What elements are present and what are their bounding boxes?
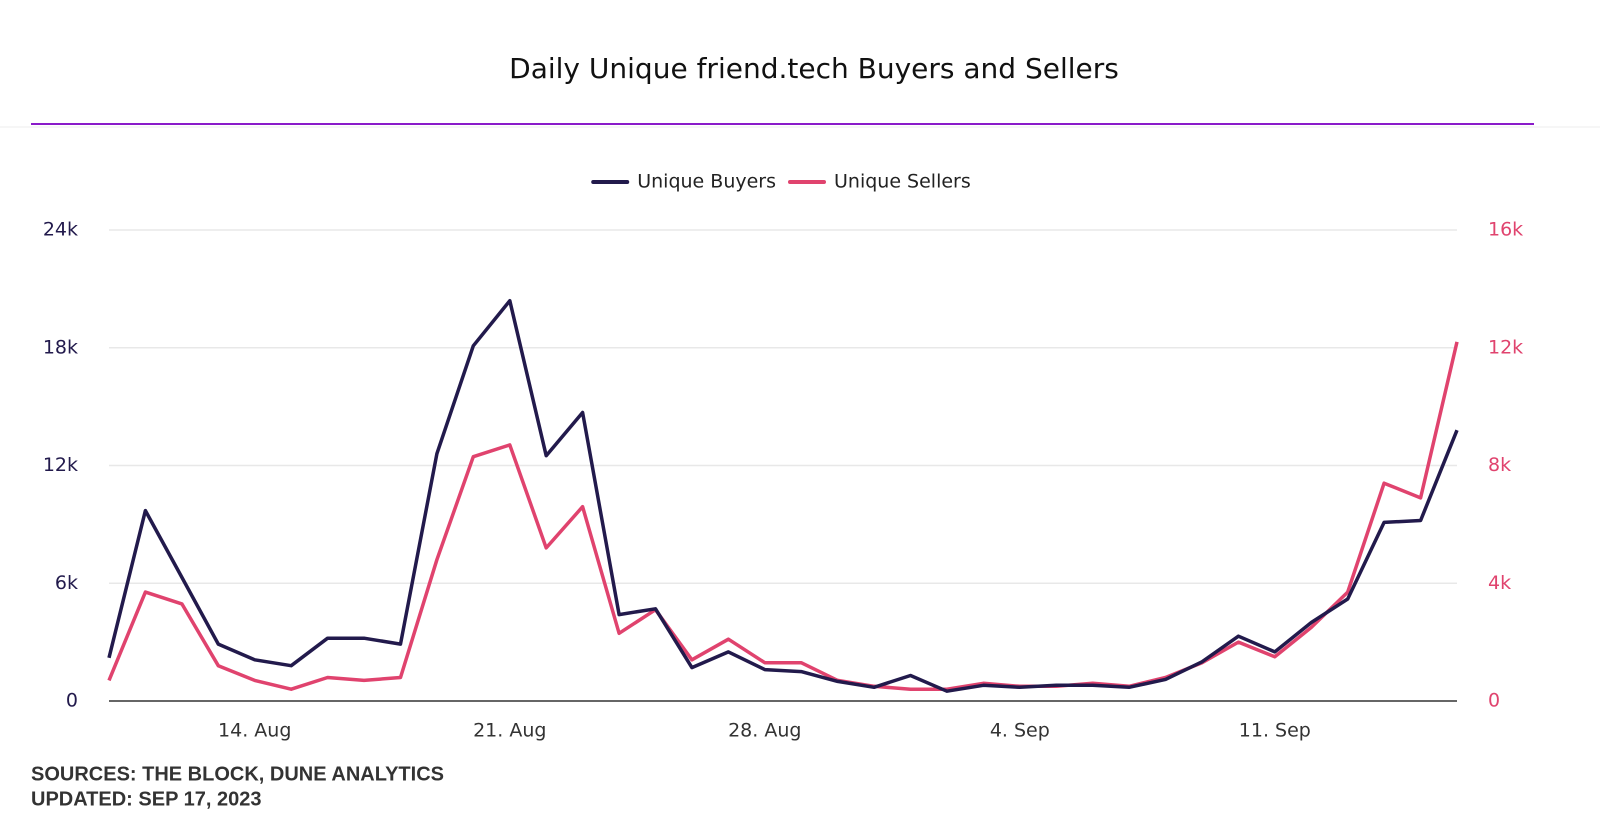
source-note: SOURCES: THE BLOCK, DUNE ANALYTICS (31, 763, 444, 785)
series-line (107, 341, 1459, 691)
x-tick-label: 4. Sep (990, 720, 1050, 742)
y2-tick-label: 12k (1488, 336, 1523, 358)
x-tick-label: 14. Aug (218, 720, 291, 742)
y2-tick-label: 8k (1488, 454, 1511, 476)
y-tick-label: 12k (43, 454, 78, 476)
y2-tick-label: 16k (1488, 219, 1523, 241)
x-tick-label: 28. Aug (728, 720, 801, 742)
y-tick-label: 18k (43, 336, 78, 358)
legend-label: Unique Sellers (834, 171, 971, 193)
y-tick-label: 24k (43, 219, 78, 241)
y2-tick-label: 4k (1488, 572, 1511, 594)
updated-note: UPDATED: SEP 17, 2023 (31, 788, 261, 810)
series-line (107, 298, 1459, 693)
x-tick-label: 21. Aug (473, 720, 546, 742)
legend-label: Unique Buyers (637, 171, 776, 193)
y2-tick-label: 0 (1488, 690, 1500, 712)
y-tick-label: 0 (66, 690, 78, 712)
x-tick-label: 11. Sep (1239, 720, 1311, 742)
chart-title: Daily Unique friend.tech Buyers and Sell… (509, 52, 1119, 85)
y-tick-label: 6k (55, 572, 78, 594)
